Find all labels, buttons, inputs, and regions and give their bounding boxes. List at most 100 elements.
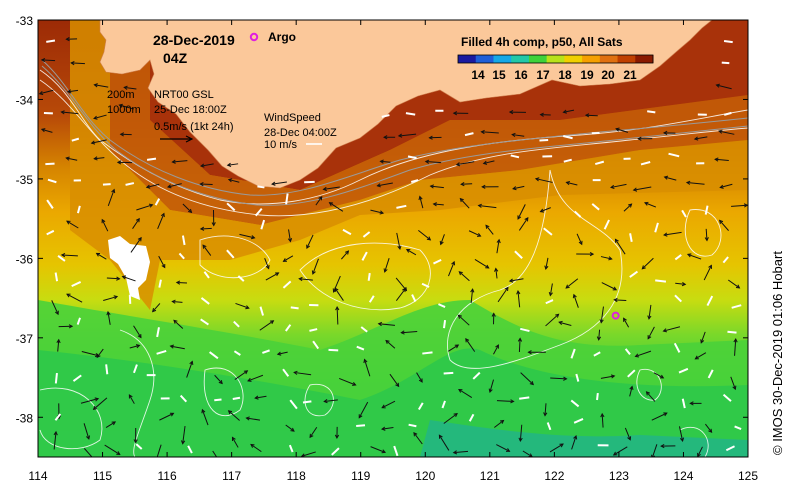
current-arrowhead: [426, 236, 432, 241]
current-arrow: [301, 451, 316, 457]
current-arrow: [66, 293, 83, 303]
colorbar-tick-label: 20: [601, 68, 615, 82]
wind-arrow: [54, 413, 62, 421]
wind-arrow: [72, 374, 82, 382]
colorbar-tick-label: 21: [623, 68, 637, 82]
argo-float-marker: [611, 311, 620, 320]
current-arrowhead: [93, 156, 98, 161]
current-arrow: [485, 224, 494, 235]
current-arrow: [438, 434, 450, 451]
current-arrowhead: [495, 344, 499, 349]
wind-arrow: [154, 198, 161, 206]
current-arrow: [136, 204, 153, 211]
colorbar-swatch: [599, 55, 619, 63]
wind-arrow: [727, 330, 737, 334]
current-arrowhead: [496, 238, 501, 244]
current-arrow: [687, 253, 702, 260]
current-arrowhead: [681, 282, 687, 287]
current-arrow: [364, 359, 371, 377]
current-arrow: [430, 185, 444, 189]
current-arrow: [727, 279, 740, 289]
current-arrow: [509, 278, 524, 282]
current-arrowhead: [133, 439, 138, 444]
current-arrow: [227, 163, 239, 166]
current-arrow: [544, 403, 547, 416]
wind-arrow: [647, 110, 656, 114]
current-arrow: [146, 183, 160, 188]
current-arrow: [315, 196, 323, 206]
current-arrow: [413, 432, 423, 445]
current-arrow: [495, 268, 498, 279]
current-arrowhead: [188, 208, 193, 214]
current-arrow: [93, 114, 107, 119]
current-arrowhead: [218, 379, 223, 385]
current-arrow: [159, 412, 174, 421]
current-arrow: [128, 394, 135, 404]
colorbar-frame: [457, 54, 654, 64]
wind-arrow: [417, 402, 424, 411]
current-arrow: [716, 84, 732, 90]
current-arrowhead: [562, 109, 567, 114]
current-arrowhead: [171, 159, 176, 164]
current-arrow: [83, 423, 90, 440]
current-arrowhead: [457, 314, 462, 319]
current-arrowhead: [383, 135, 388, 140]
current-arrowhead: [189, 360, 194, 365]
wind-arrow: [734, 425, 742, 431]
current-arrowhead: [70, 60, 75, 66]
current-arrowhead: [610, 184, 615, 189]
current-arrowhead: [555, 313, 560, 318]
current-arrow: [104, 444, 121, 455]
wind-arrow: [594, 160, 605, 166]
wind-arrow: [285, 324, 292, 332]
current-arrow: [540, 207, 551, 213]
x-tick-label: 125: [738, 469, 758, 483]
current-arrowhead: [92, 457, 95, 460]
current-arrow: [201, 409, 209, 426]
current-arrow: [694, 136, 708, 140]
current-arrowhead: [93, 115, 98, 120]
current-arrow: [718, 130, 735, 135]
x-tick-label: 117: [222, 469, 241, 483]
current-arrowhead: [121, 275, 127, 280]
current-arrowhead: [309, 433, 314, 439]
current-arrowhead: [379, 210, 385, 215]
current-arrow: [652, 444, 658, 457]
current-arrow: [489, 379, 495, 393]
current-arrowhead: [517, 215, 522, 220]
current-arrow: [264, 257, 270, 269]
current-arrowhead: [508, 278, 514, 283]
current-arrow: [228, 410, 240, 421]
wind-arrow: [593, 351, 601, 357]
wind-arrow: [214, 398, 222, 402]
wind-arrow: [342, 228, 352, 236]
current-arrow: [288, 229, 291, 242]
wind-arrow: [71, 137, 80, 142]
wind-arrow: [209, 351, 219, 360]
current-arrow: [494, 420, 504, 428]
wind-arrow: [146, 157, 157, 161]
current-arrow: [549, 283, 553, 296]
current-arrowhead: [113, 295, 119, 300]
current-arrow: [107, 311, 111, 325]
current-arrow: [105, 421, 116, 428]
current-arrow: [624, 427, 631, 440]
current-arrow: [573, 294, 579, 308]
current-arrow: [265, 272, 279, 281]
current-arrowhead: [166, 184, 172, 189]
wind-arrow: [570, 348, 576, 359]
current-arrowhead: [118, 103, 123, 108]
current-arrow: [336, 306, 339, 325]
wind-arrow: [673, 342, 681, 353]
current-arrow: [333, 275, 341, 293]
current-arrow: [338, 377, 356, 386]
current-arrowhead: [452, 450, 458, 455]
current-arrowhead: [686, 253, 692, 258]
y-tick-label: -33: [16, 14, 34, 28]
current-arrowhead: [66, 89, 72, 94]
current-arrow: [81, 351, 99, 357]
current-arrowhead: [614, 238, 619, 243]
current-arrowhead: [524, 217, 529, 222]
current-arrow: [41, 128, 53, 133]
current-arrow: [239, 233, 255, 239]
